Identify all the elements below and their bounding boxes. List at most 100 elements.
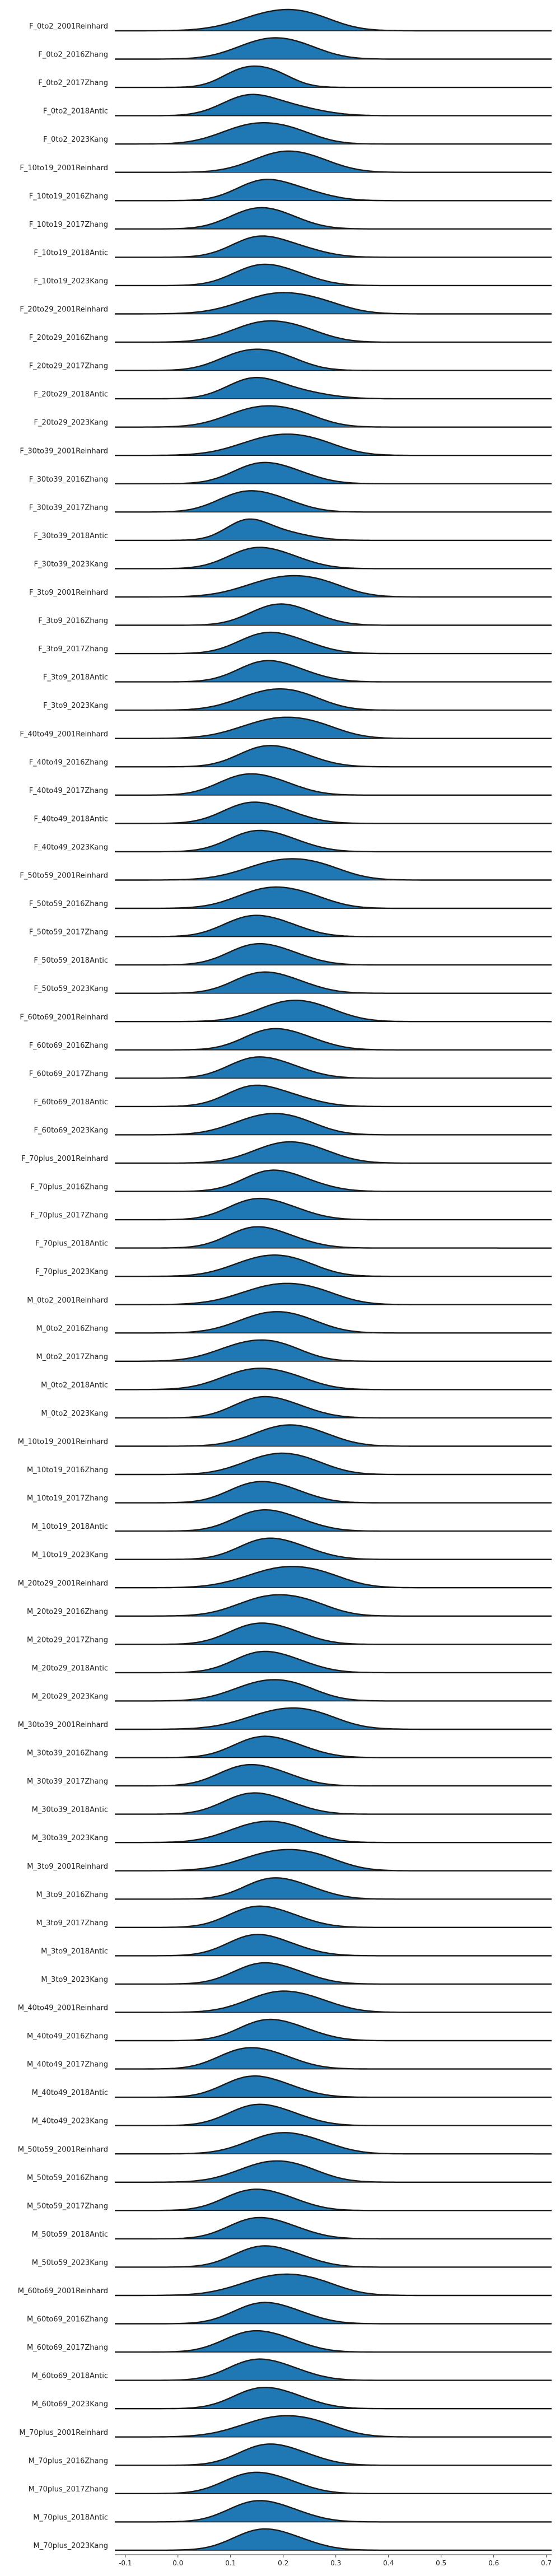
ridge-density-line xyxy=(115,773,552,796)
row-label: F_0to2_2018Antic xyxy=(43,108,108,116)
ridge-row: M_70plus_2001Reinhard xyxy=(19,2415,552,2438)
ridge-density-area xyxy=(115,1821,552,1843)
ridge-density-area xyxy=(115,1198,552,1220)
row-label: F_10to19_2023Kang xyxy=(34,277,108,286)
ridge-row: M_10to19_2023Kang xyxy=(32,1537,552,1560)
ridge-density-area xyxy=(115,1623,552,1645)
ridge-density-area xyxy=(115,1594,552,1616)
ridge-row: M_60to69_2023Kang xyxy=(32,2387,552,2410)
ridge-row: F_10to19_2001Reinhard xyxy=(20,150,552,173)
row-label: M_0to2_2016Zhang xyxy=(36,1324,109,1333)
row-label: F_10to19_2001Reinhard xyxy=(20,164,108,172)
ridge-row: M_0to2_2016Zhang xyxy=(36,1311,552,1334)
ridge-density-line xyxy=(115,490,552,513)
ridge-row: M_70plus_2018Antic xyxy=(33,2500,552,2523)
ridge-density-area xyxy=(115,1340,552,1361)
ridge-row: M_10to19_2018Antic xyxy=(32,1509,552,1532)
x-tick-label: 0.7 xyxy=(541,2559,552,2567)
ridge-density-area xyxy=(115,1765,552,1786)
ridge-row: F_40to49_2016Zhang xyxy=(29,745,552,768)
row-label: F_30to39_2018Antic xyxy=(34,532,108,540)
ridge-row: F_60to69_2016Zhang xyxy=(29,1028,552,1051)
ridge-density-line xyxy=(115,914,552,937)
row-label: F_20to29_2001Reinhard xyxy=(20,306,108,314)
ridge-row: F_10to19_2016Zhang xyxy=(29,179,552,202)
ridge-density-area xyxy=(115,123,552,144)
x-tick-label: 0.1 xyxy=(225,2559,236,2567)
row-label: M_60to69_2016Zhang xyxy=(27,2316,108,2324)
row-label: F_3to9_2017Zhang xyxy=(38,645,108,654)
ridge-density-line xyxy=(115,2471,552,2494)
ridge-density-area xyxy=(115,2189,552,2211)
row-label: F_50to59_2001Reinhard xyxy=(20,872,108,880)
row-label: F_40to49_2017Zhang xyxy=(29,787,108,795)
row-label: M_10to19_2017Zhang xyxy=(27,1495,108,1503)
ridge-density-area xyxy=(115,745,552,767)
ridge-row: M_20to29_2016Zhang xyxy=(27,1594,552,1617)
ridge-density-line xyxy=(115,65,552,88)
row-label: M_10to19_2023Kang xyxy=(32,1551,108,1560)
ridge-density-area xyxy=(115,1878,552,1900)
ridge-density-area xyxy=(115,972,552,993)
ridge-density-area xyxy=(115,1708,552,1729)
ridge-density-area xyxy=(115,349,552,371)
ridge-density-line xyxy=(115,2528,552,2551)
row-label: M_70plus_2018Antic xyxy=(33,2513,108,2522)
row-label: M_40to49_2001Reinhard xyxy=(18,2004,108,2013)
ridge-row: F_3to9_2023Kang xyxy=(43,688,552,711)
ridge-density-area xyxy=(115,491,552,512)
ridge-density-area xyxy=(115,2047,552,2069)
x-tick-label: 0.4 xyxy=(383,2559,394,2567)
ridge-density-line xyxy=(115,829,552,853)
row-label: F_20to29_2017Zhang xyxy=(29,362,108,371)
ridge-density-line xyxy=(115,1650,552,1674)
row-label: F_3to9_2016Zhang xyxy=(38,617,108,626)
ridge-row: F_30to39_2016Zhang xyxy=(29,461,552,484)
ridge-row: F_0to2_2018Antic xyxy=(43,94,552,116)
ridge-row: F_70plus_2001Reinhard xyxy=(21,1141,552,1164)
ridge-density-area xyxy=(115,207,552,229)
ridge-density-area xyxy=(115,38,552,59)
ridge-density-area xyxy=(115,1000,552,1022)
ridge-density-line xyxy=(115,971,552,994)
row-label: M_0to2_2017Zhang xyxy=(36,1353,109,1361)
ridge-row: M_40to49_2001Reinhard xyxy=(18,1990,552,2013)
ridge-density-area xyxy=(115,2019,552,2041)
ridge-density-area xyxy=(115,915,552,937)
row-label: F_10to19_2018Antic xyxy=(34,249,108,257)
row-label: M_20to29_2017Zhang xyxy=(27,1636,108,1644)
ridge-row: M_0to2_2001Reinhard xyxy=(27,1282,552,1305)
row-label: F_60to69_2023Kang xyxy=(34,1126,108,1135)
ridge-density-area xyxy=(115,2387,552,2409)
row-label: M_60to69_2017Zhang xyxy=(27,2344,108,2352)
ridge-row: F_3to9_2016Zhang xyxy=(38,603,552,626)
ridge-row: M_0to2_2018Antic xyxy=(41,1368,552,1390)
row-label: F_10to19_2017Zhang xyxy=(29,221,108,229)
row-label: F_20to29_2018Antic xyxy=(34,390,108,399)
ridge-density-area xyxy=(115,547,552,569)
ridge-row: F_20to29_2023Kang xyxy=(34,405,552,428)
ridge-density-area xyxy=(115,830,552,852)
ridge-row: F_20to29_2016Zhang xyxy=(29,320,552,343)
ridge-density-line xyxy=(115,2330,552,2353)
row-label: M_20to29_2023Kang xyxy=(32,1692,108,1701)
ridge-density-line xyxy=(115,376,552,400)
ridge-row: M_40to49_2018Antic xyxy=(32,2075,552,2098)
ridge-density-area xyxy=(115,802,552,824)
ridge-row: F_70plus_2018Antic xyxy=(35,1226,552,1249)
ridge-row: F_70plus_2017Zhang xyxy=(30,1197,552,1221)
row-label: F_60to69_2016Zhang xyxy=(29,1042,108,1050)
row-label: M_0to2_2018Antic xyxy=(41,1381,108,1389)
ridge-density-area xyxy=(115,1028,552,1050)
row-label: M_30to39_2001Reinhard xyxy=(18,1721,108,1729)
ridge-density-line xyxy=(115,2387,552,2410)
row-label: F_40to49_2018Antic xyxy=(34,815,108,823)
ridge-row: F_0to2_2016Zhang xyxy=(38,37,552,60)
ridge-density-area xyxy=(115,321,552,343)
ridge-density-area xyxy=(115,944,552,965)
row-label: M_50to59_2018Antic xyxy=(32,2230,108,2239)
ridge-density-area xyxy=(115,604,552,626)
row-label: M_3to9_2023Kang xyxy=(41,1976,108,1984)
row-label: F_10to19_2016Zhang xyxy=(29,192,108,200)
ridge-density-area xyxy=(115,94,552,116)
